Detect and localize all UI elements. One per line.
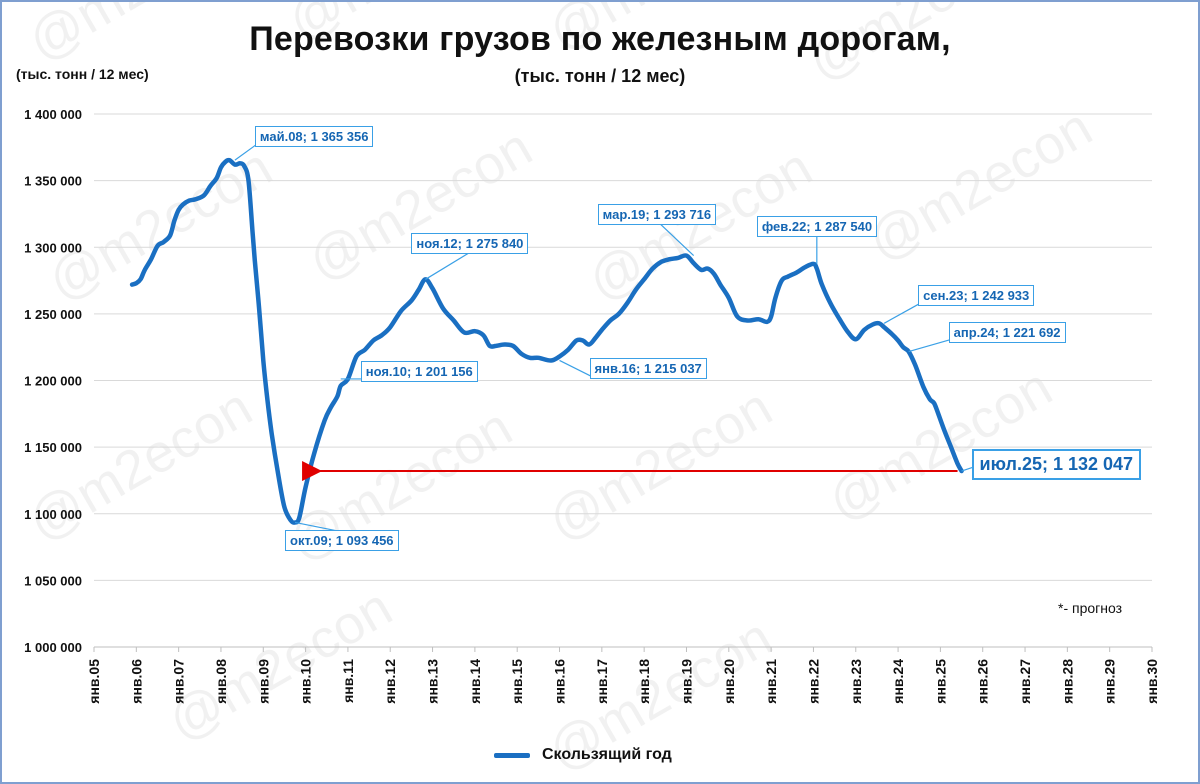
watermark-text: @m2econ bbox=[818, 357, 1062, 532]
y-tick-label: 1 200 000 bbox=[24, 374, 82, 389]
x-tick-label: янв.16 bbox=[552, 659, 568, 704]
data-label: апр.24; 1 221 692 bbox=[948, 321, 1066, 343]
data-label-leader bbox=[883, 302, 921, 324]
x-tick-label: янв.27 bbox=[1017, 659, 1033, 704]
data-label: май.08; 1 365 356 bbox=[254, 126, 374, 148]
y-tick-label: 1 300 000 bbox=[24, 240, 82, 255]
series-line-rolling-year bbox=[129, 157, 964, 525]
data-label: ноя.10; 1 201 156 bbox=[360, 360, 478, 382]
x-tick-label: янв.08 bbox=[213, 659, 229, 704]
y-tick-label: 1 100 000 bbox=[24, 507, 82, 522]
y-tick-label: 1 000 000 bbox=[24, 640, 82, 655]
x-tick-label: янв.28 bbox=[1059, 659, 1075, 704]
x-tick-label: янв.07 bbox=[171, 659, 187, 704]
chart-title: Перевозки грузов по железным дорогам, bbox=[249, 20, 951, 58]
x-tick-label: янв.24 bbox=[890, 659, 906, 704]
x-tick-label: янв.23 bbox=[848, 659, 864, 704]
x-tick-label: янв.26 bbox=[975, 659, 991, 704]
y-tick-label: 1 150 000 bbox=[24, 440, 82, 455]
data-label: янв.16; 1 215 037 bbox=[589, 358, 707, 380]
x-tick-label: янв.22 bbox=[805, 659, 821, 704]
x-tick-label: янв.29 bbox=[1102, 659, 1118, 704]
x-tick-label: янв.30 bbox=[1144, 659, 1160, 704]
x-tick-label: янв.20 bbox=[721, 659, 737, 704]
data-label-leader bbox=[908, 339, 951, 353]
x-tick-label: янв.18 bbox=[636, 659, 652, 704]
y-tick-label: 1 050 000 bbox=[24, 573, 82, 588]
y-tick-label: 1 250 000 bbox=[24, 307, 82, 322]
x-tick-label: янв.06 bbox=[128, 659, 144, 704]
data-label-leader bbox=[657, 221, 695, 257]
chart-legend: Скользящий год bbox=[494, 746, 672, 764]
x-tick-label: янв.09 bbox=[255, 659, 271, 704]
x-tick-label: янв.10 bbox=[298, 659, 314, 704]
data-label: ноя.12; 1 275 840 bbox=[411, 233, 529, 255]
data-label-leader bbox=[425, 250, 472, 280]
x-tick-label: янв.15 bbox=[509, 659, 525, 704]
y-tick-label: 1 350 000 bbox=[24, 174, 82, 189]
watermark-text: @m2econ bbox=[538, 377, 782, 552]
x-tick-label: янв.13 bbox=[425, 659, 441, 704]
chart-subtitle: (тыс. тонн / 12 мес) bbox=[514, 66, 686, 86]
x-tick-label: янв.21 bbox=[763, 659, 779, 704]
x-tick-label: янв.11 bbox=[340, 659, 356, 703]
watermark-text: @m2econ bbox=[38, 137, 282, 312]
data-label-leader bbox=[559, 359, 592, 377]
y-tick-label: 1 400 000 bbox=[24, 107, 82, 122]
x-tick-label: янв.12 bbox=[382, 659, 398, 704]
data-label: мар.19; 1 293 716 bbox=[597, 203, 717, 225]
data-label-leader bbox=[234, 143, 258, 161]
x-tick-label: янв.05 bbox=[86, 659, 102, 704]
legend-label: Скользящий год bbox=[542, 746, 672, 763]
watermark-text: @m2econ bbox=[18, 377, 262, 552]
data-label: сен.23; 1 242 933 bbox=[918, 285, 1035, 307]
y-axis-unit-label: (тыс. тонн / 12 мес) bbox=[16, 66, 149, 82]
x-tick-label: янв.17 bbox=[594, 659, 610, 704]
watermark-text: @m2econ bbox=[158, 577, 402, 752]
data-label: июл.25; 1 132 047 bbox=[971, 449, 1142, 481]
forecast-note: *- прогноз bbox=[1058, 600, 1123, 616]
x-tick-label: янв.19 bbox=[678, 659, 694, 704]
legend-swatch-line bbox=[494, 752, 530, 758]
x-tick-label: янв.14 bbox=[467, 659, 483, 704]
data-label: окт.09; 1 093 456 bbox=[285, 530, 399, 552]
watermark-text: @m2econ bbox=[858, 97, 1102, 272]
x-tick-label: янв.25 bbox=[932, 659, 948, 704]
data-label: фев.22; 1 287 540 bbox=[756, 215, 878, 237]
